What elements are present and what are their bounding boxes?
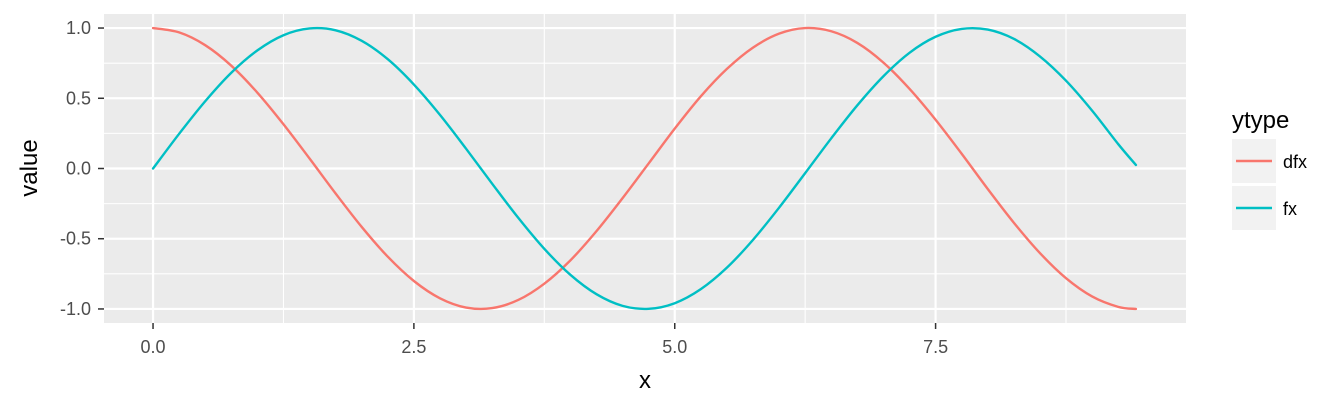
y-tick-label: -1.0	[60, 299, 91, 319]
axis-tick-labels: 0.0 2.5 5.0 7.5 1.0 0.5 0.0 -0.5 -1.0	[60, 18, 948, 357]
legend: ytype dfx fx	[1232, 107, 1307, 230]
series-line-dfx	[151, 26, 1138, 311]
y-tick-label: 0.5	[66, 88, 91, 108]
y-tick-label: 1.0	[66, 18, 91, 38]
x-tick-label: 5.0	[662, 337, 687, 357]
y-tick-label: -0.5	[60, 229, 91, 249]
x-tick-label: 0.0	[141, 337, 166, 357]
axis-ticks	[98, 27, 937, 329]
x-tick-label: 2.5	[401, 337, 426, 357]
y-axis-title: value	[16, 139, 43, 196]
y-tick-label: 0.0	[66, 159, 91, 179]
legend-label-dfx: dfx	[1283, 152, 1307, 172]
x-axis-title: x	[639, 367, 651, 394]
legend-title: ytype	[1232, 107, 1289, 134]
series-lines	[151, 26, 1138, 311]
legend-label-fx: fx	[1283, 199, 1297, 219]
x-tick-label: 7.5	[923, 337, 948, 357]
series-line-fx	[151, 26, 1138, 311]
